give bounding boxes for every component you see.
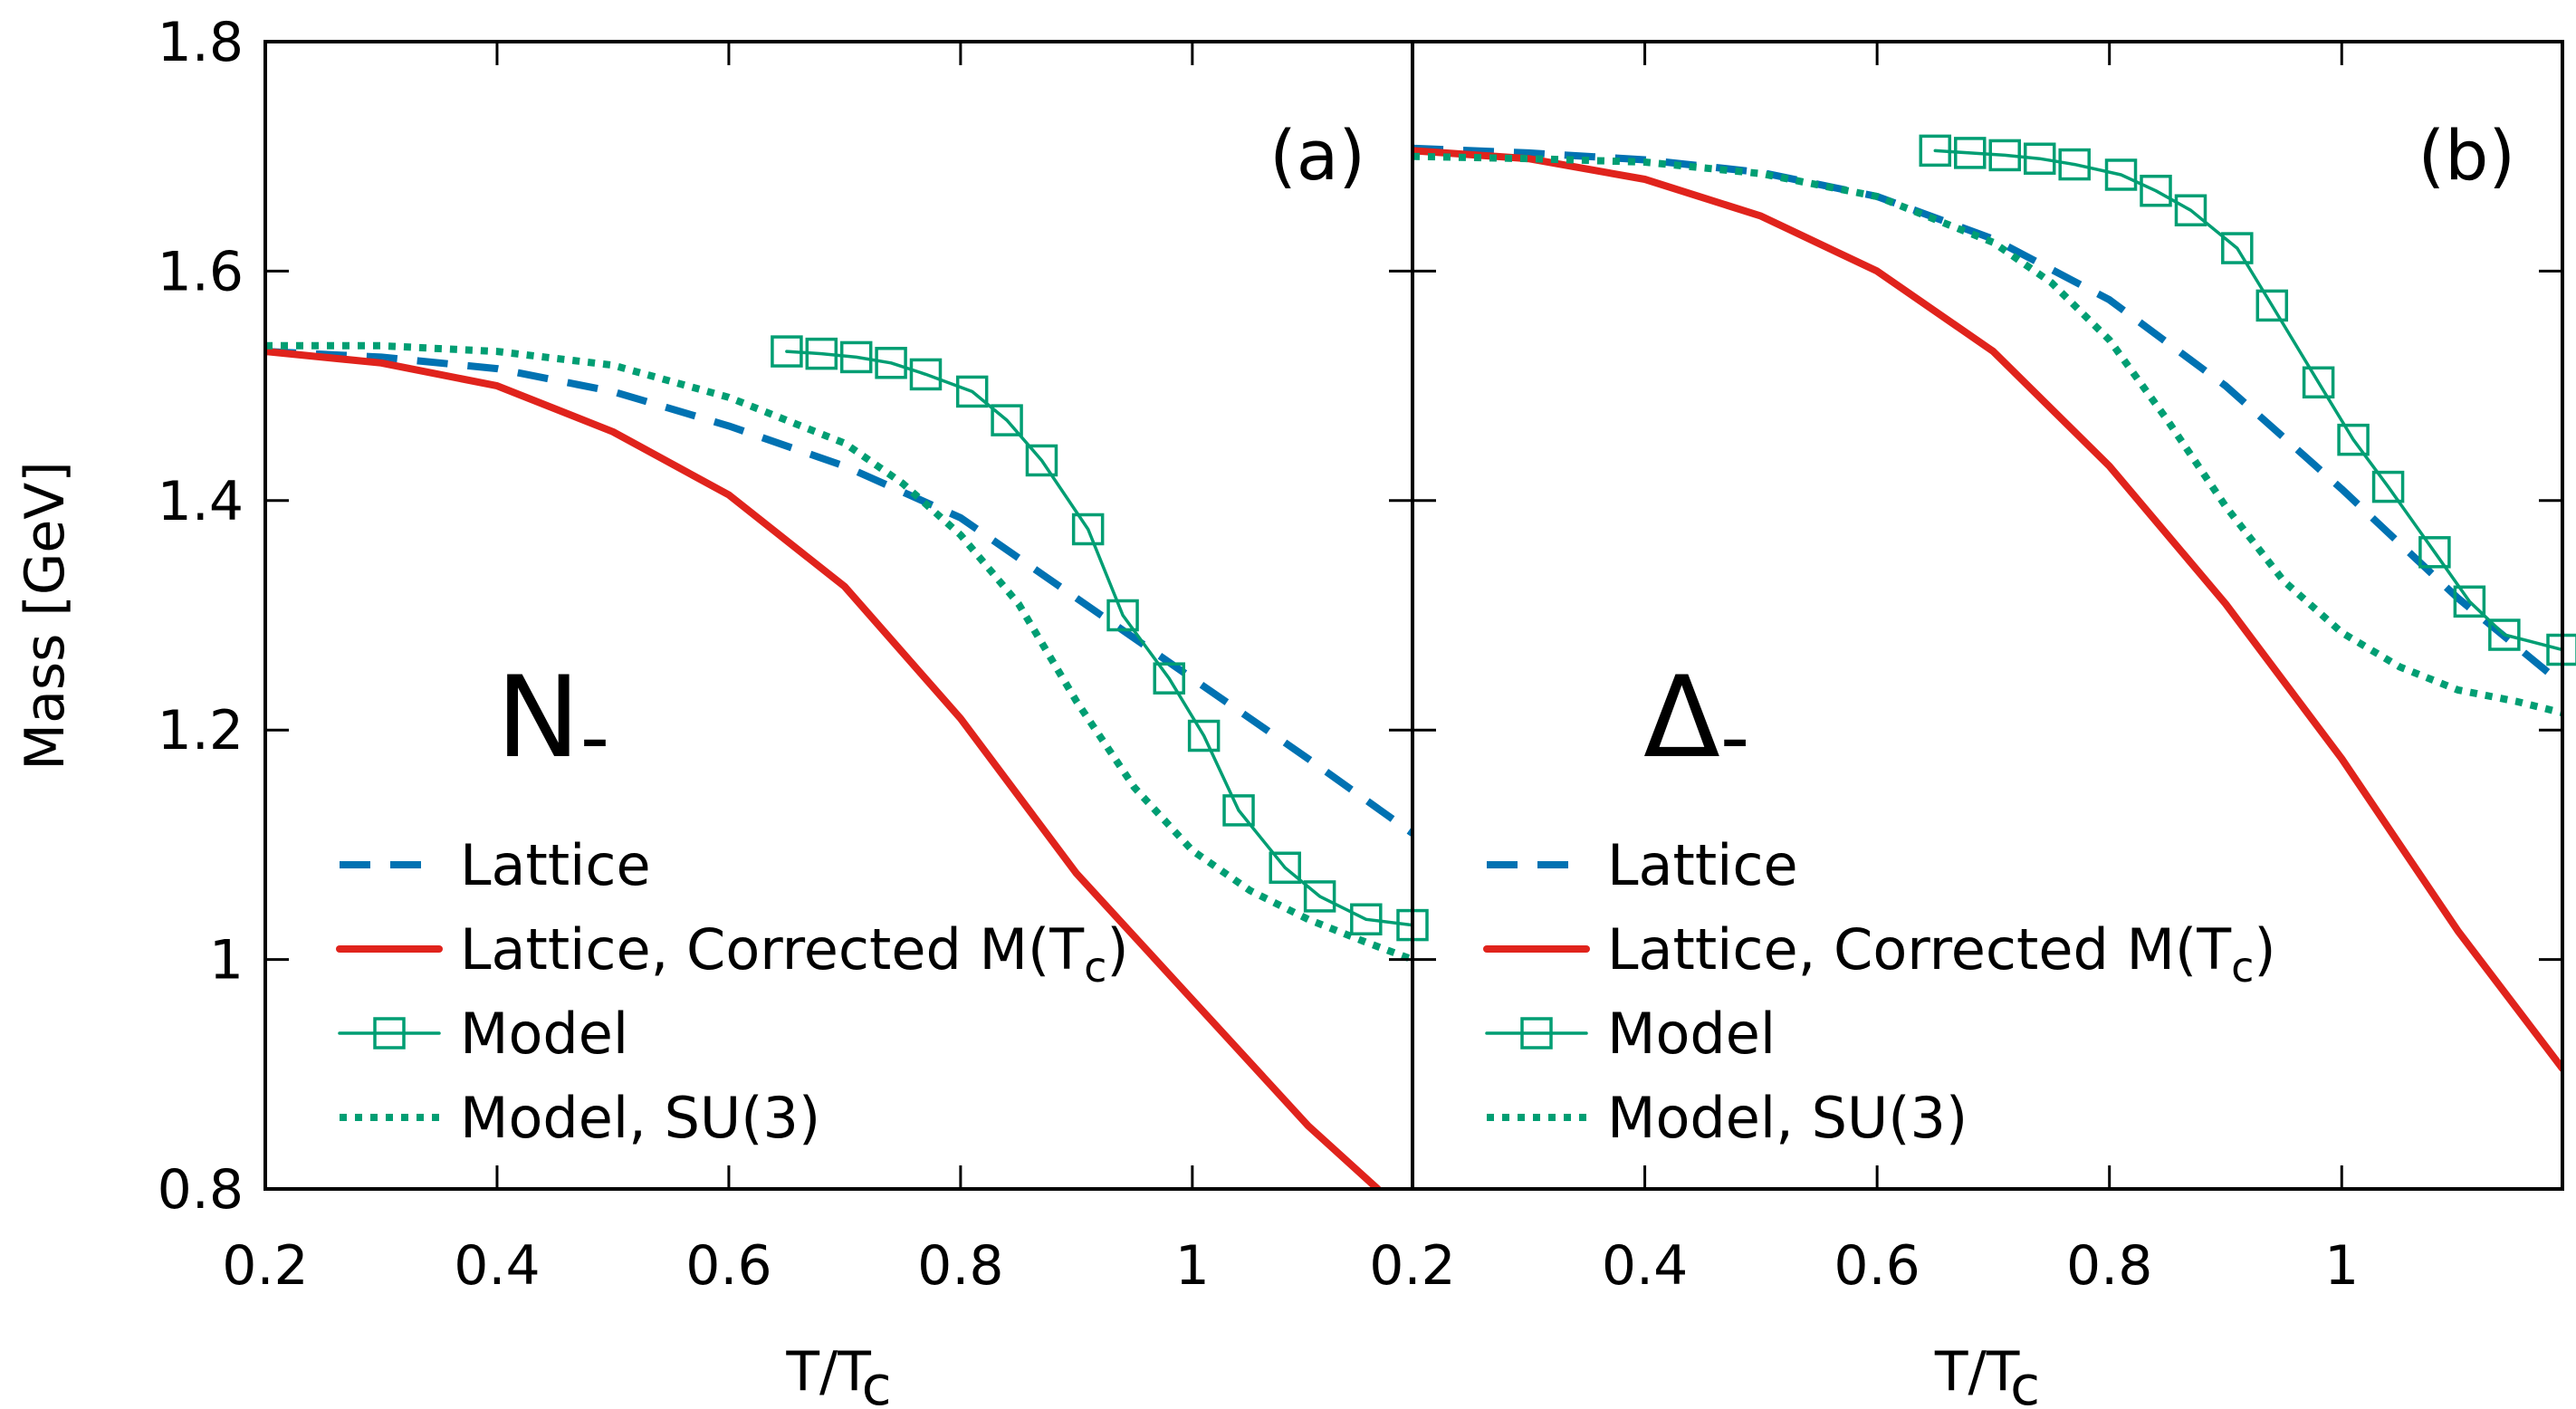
model-marker-a <box>1269 851 1301 884</box>
x-tick-label: 1 <box>2324 1234 2359 1298</box>
y-tick-label: 1 <box>209 929 244 992</box>
model-marker-b <box>2337 423 2370 456</box>
x-tick-label: 0.6 <box>685 1234 771 1298</box>
legend-label: Lattice, Corrected M(Tc) <box>460 916 1129 992</box>
series-line-a-model <box>785 350 1412 927</box>
panel-label-a: (a) <box>1269 115 1365 196</box>
model-marker-b <box>2255 289 2289 322</box>
model-marker-b <box>1919 134 1952 168</box>
series-line-b-lattice-corrected-m-tc- <box>1412 147 2562 1072</box>
plot-frame-b <box>1411 40 2564 1191</box>
legend-label: Model <box>460 1001 628 1067</box>
x-axis-label: T/Tc <box>1934 1340 2040 1409</box>
model-marker-b <box>1954 137 1987 169</box>
model-marker-b <box>2058 148 2091 181</box>
model-marker-b <box>2174 194 2207 226</box>
plot-text: 0.8 1 1.2 1.4 1.6 1.8 0.2 0.4 0.6 0.8 1 T/Tc (a) N- La… <box>14 11 2515 1409</box>
particle-label-a: N- <box>496 653 609 785</box>
legend-label: Lattice, Corrected M(Tc) <box>1607 916 2276 992</box>
model-marker-a <box>1071 513 1105 546</box>
series-line-a-model-su-3- <box>265 341 1412 963</box>
model-marker-a <box>1025 444 1058 477</box>
series-line-b-model <box>1933 149 2562 652</box>
model-marker-b <box>2302 366 2335 399</box>
series-line-a-lattice-corrected-m-tc- <box>265 348 1382 1189</box>
plot-frames <box>263 40 2564 1191</box>
y-tick-label: 1.2 <box>158 699 244 762</box>
x-tick-label: 0.4 <box>454 1234 540 1298</box>
model-marker-b <box>2104 158 2138 191</box>
y-tick-label: 1.8 <box>158 11 244 74</box>
model-marker-b <box>2140 174 2172 207</box>
legend-marker <box>1520 1017 1553 1050</box>
y-tick-label: 0.8 <box>158 1158 244 1222</box>
legend-marker <box>373 1017 406 1050</box>
x-tick-label: 0.2 <box>222 1234 308 1298</box>
model-marker-b <box>2453 585 2486 618</box>
model-marker-a <box>1106 599 1139 632</box>
series-line-b-lattice <box>1412 144 2562 687</box>
y-tick-label: 1.4 <box>158 470 244 533</box>
y-axis-label: Mass [GeV] <box>14 461 77 770</box>
legend-label: Model <box>1607 1001 1776 1067</box>
model-marker-a <box>1187 719 1221 752</box>
x-tick-label: 1 <box>1175 1234 1210 1298</box>
model-marker-a <box>1222 794 1255 827</box>
model-marker-a <box>771 335 803 368</box>
model-marker-a <box>839 340 873 374</box>
x-tick-label: 0.8 <box>2066 1234 2152 1298</box>
model-marker-b <box>2488 618 2521 651</box>
legend-label: Lattice <box>1607 832 1798 898</box>
model-marker-b <box>2418 536 2451 569</box>
legend-label: Model, SU(3) <box>460 1085 820 1151</box>
x-tick-label: 0.6 <box>1834 1234 1920 1298</box>
model-marker-a <box>875 347 907 379</box>
model-marker-b <box>1988 139 2021 172</box>
model-marker-a <box>1350 903 1383 936</box>
model-marker-a <box>805 337 838 370</box>
model-marker-b <box>2023 142 2056 175</box>
model-marker-a <box>909 358 943 391</box>
legend-label: Lattice <box>460 832 651 898</box>
particle-label-b: Δ- <box>1643 653 1749 785</box>
x-tick-label: 0.4 <box>1602 1234 1688 1298</box>
x-tick-label: 0.2 <box>1369 1234 1455 1298</box>
model-marker-a <box>1303 880 1336 913</box>
y-tick-label: 1.6 <box>158 240 244 303</box>
model-marker-b <box>2371 470 2405 503</box>
panel-label-b: (b) <box>2418 115 2515 196</box>
plot-marks <box>265 134 2576 1189</box>
model-marker-a <box>1153 662 1185 695</box>
series-line-b-model-su-3- <box>1412 152 2562 717</box>
model-marker-a <box>955 375 989 408</box>
model-marker-a <box>991 404 1023 436</box>
model-marker-b <box>2221 232 2254 264</box>
x-axis-label: T/Tc <box>785 1340 891 1409</box>
x-tick-label: 0.8 <box>917 1234 1003 1298</box>
legend-label: Model, SU(3) <box>1607 1085 1968 1151</box>
